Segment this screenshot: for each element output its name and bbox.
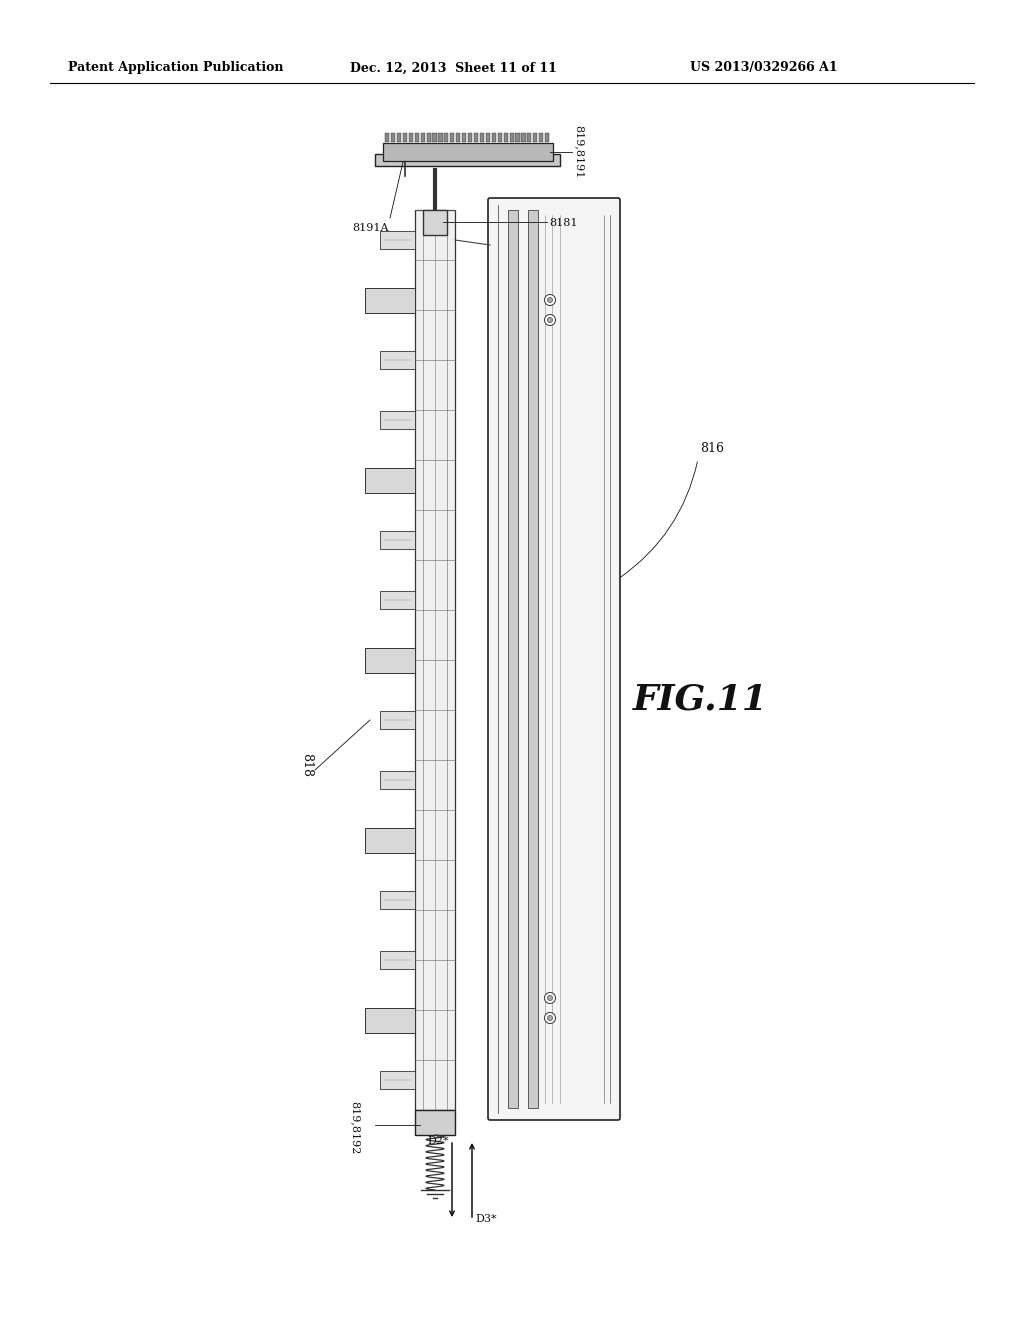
Text: D2*: D2* xyxy=(427,1137,449,1146)
Circle shape xyxy=(545,993,555,1003)
Bar xyxy=(510,133,514,143)
Bar xyxy=(492,133,496,143)
Bar xyxy=(380,411,415,429)
Bar xyxy=(365,288,415,313)
Circle shape xyxy=(545,314,555,326)
Bar xyxy=(515,133,519,143)
Circle shape xyxy=(548,318,553,322)
Bar xyxy=(456,133,461,143)
Circle shape xyxy=(545,1012,555,1023)
Bar xyxy=(380,771,415,789)
Bar xyxy=(380,591,415,609)
Bar xyxy=(385,133,389,143)
Bar xyxy=(527,133,531,143)
Bar xyxy=(480,133,484,143)
Text: 8191A: 8191A xyxy=(352,223,388,234)
Bar xyxy=(375,154,560,166)
Bar xyxy=(444,133,449,143)
Bar xyxy=(380,832,415,849)
Bar xyxy=(451,133,455,143)
Bar xyxy=(380,351,415,370)
Text: 816: 816 xyxy=(700,442,724,455)
Bar xyxy=(391,133,395,143)
Bar xyxy=(540,133,544,143)
Bar xyxy=(504,133,508,143)
Text: 818: 818 xyxy=(300,752,313,777)
Bar xyxy=(534,133,538,143)
Bar xyxy=(365,1007,415,1032)
Bar xyxy=(380,891,415,909)
Bar xyxy=(383,143,553,161)
Circle shape xyxy=(545,294,555,305)
Bar xyxy=(432,133,436,143)
Bar xyxy=(409,133,413,143)
Bar xyxy=(380,471,415,488)
Bar xyxy=(365,467,415,492)
Bar xyxy=(380,231,415,249)
Bar xyxy=(528,210,538,1107)
Text: 819,8192: 819,8192 xyxy=(350,1101,360,1155)
Bar xyxy=(498,133,502,143)
Bar xyxy=(402,133,407,143)
Bar xyxy=(462,133,466,143)
Bar xyxy=(397,133,401,143)
Circle shape xyxy=(548,995,553,1001)
Bar xyxy=(521,133,525,143)
Text: US 2013/0329266 A1: US 2013/0329266 A1 xyxy=(690,62,838,74)
Bar xyxy=(380,651,415,669)
Text: Dec. 12, 2013  Sheet 11 of 11: Dec. 12, 2013 Sheet 11 of 11 xyxy=(350,62,557,74)
Text: 819,8191: 819,8191 xyxy=(574,125,584,178)
Bar xyxy=(485,133,489,143)
Text: FIG.11: FIG.11 xyxy=(633,682,768,717)
Circle shape xyxy=(548,297,553,302)
Bar xyxy=(427,133,431,143)
FancyBboxPatch shape xyxy=(488,198,620,1119)
Bar xyxy=(380,711,415,729)
Bar xyxy=(365,648,415,672)
Bar xyxy=(380,1011,415,1030)
Bar xyxy=(438,133,442,143)
Bar xyxy=(380,531,415,549)
Bar xyxy=(415,210,455,1110)
Bar xyxy=(415,1110,455,1135)
Text: Patent Application Publication: Patent Application Publication xyxy=(68,62,284,74)
Bar xyxy=(415,133,419,143)
Bar xyxy=(380,950,415,969)
Bar xyxy=(380,290,415,309)
Bar xyxy=(508,210,518,1107)
Text: 8181: 8181 xyxy=(549,218,578,228)
Bar xyxy=(423,210,447,235)
Bar xyxy=(545,133,549,143)
Text: D3*: D3* xyxy=(475,1214,497,1224)
Bar xyxy=(468,133,472,143)
Bar xyxy=(365,828,415,853)
Bar xyxy=(380,1071,415,1089)
Bar xyxy=(474,133,478,143)
Bar xyxy=(421,133,425,143)
Circle shape xyxy=(548,1015,553,1020)
